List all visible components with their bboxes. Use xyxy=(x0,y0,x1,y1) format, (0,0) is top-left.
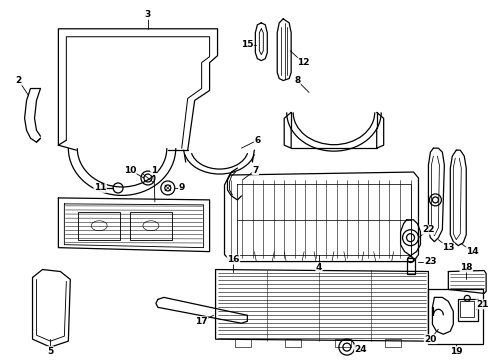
Text: 23: 23 xyxy=(423,257,436,266)
Text: 6: 6 xyxy=(254,136,260,145)
Text: 19: 19 xyxy=(449,347,462,356)
Bar xyxy=(427,289,482,344)
Bar xyxy=(334,339,350,347)
Bar xyxy=(235,339,251,347)
Text: 13: 13 xyxy=(441,243,454,252)
Text: 12: 12 xyxy=(296,58,309,67)
Bar xyxy=(285,339,301,347)
Bar xyxy=(459,301,473,317)
Text: 15: 15 xyxy=(241,40,253,49)
Bar xyxy=(406,258,414,274)
Text: 18: 18 xyxy=(459,263,471,272)
Text: 16: 16 xyxy=(227,255,239,264)
Text: 8: 8 xyxy=(293,76,300,85)
Text: 21: 21 xyxy=(475,300,488,309)
Text: 3: 3 xyxy=(144,10,151,19)
Text: 17: 17 xyxy=(195,317,207,326)
Text: 10: 10 xyxy=(123,166,136,175)
Text: 4: 4 xyxy=(315,263,322,272)
Text: 11: 11 xyxy=(94,184,106,193)
Text: 7: 7 xyxy=(252,166,258,175)
Bar xyxy=(457,300,477,321)
Text: 22: 22 xyxy=(421,225,434,234)
Bar xyxy=(130,212,171,240)
Text: 1: 1 xyxy=(150,166,157,175)
Text: 20: 20 xyxy=(424,335,436,344)
Text: 9: 9 xyxy=(178,184,184,193)
Text: 5: 5 xyxy=(47,347,54,356)
Bar xyxy=(78,212,120,240)
Text: 2: 2 xyxy=(16,76,21,85)
Text: 24: 24 xyxy=(354,345,366,354)
Bar xyxy=(384,339,400,347)
Text: 14: 14 xyxy=(465,247,478,256)
